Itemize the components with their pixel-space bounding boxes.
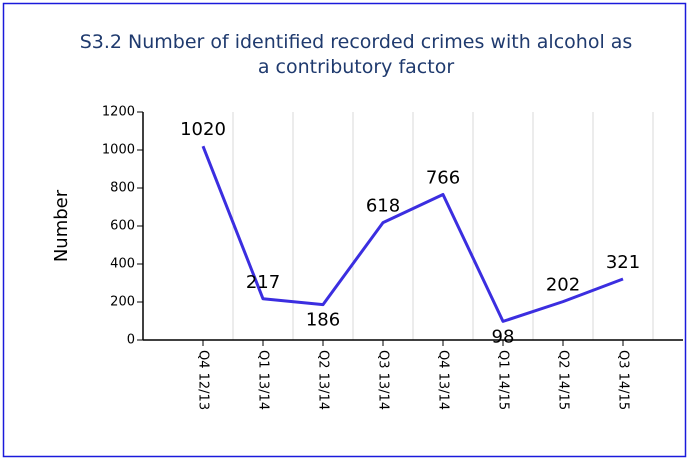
x-tick-label: Q2 14/15 — [556, 350, 571, 410]
data-label: 766 — [426, 167, 460, 188]
y-tick-label: 1200 — [102, 105, 135, 120]
data-label: 217 — [246, 272, 280, 293]
y-axis-label: Number — [51, 189, 72, 262]
y-tick-label: 400 — [110, 257, 135, 272]
y-tick-label: 600 — [110, 219, 135, 234]
x-tick-label: Q2 13/14 — [316, 350, 331, 410]
title-line: S3.2 Number of identified recorded crime… — [80, 31, 633, 53]
x-tick-label: Q3 14/15 — [616, 350, 631, 410]
x-tick-label: Q4 12/13 — [196, 350, 211, 410]
data-label: 202 — [546, 275, 580, 296]
x-tick-label: Q3 13/14 — [376, 350, 391, 410]
title-line: a contributory factor — [258, 56, 454, 78]
data-label: 186 — [306, 310, 340, 331]
data-label: 98 — [492, 326, 515, 347]
data-label: 321 — [606, 252, 640, 273]
x-tick-label: Q1 14/15 — [496, 350, 511, 410]
data-label: 1020 — [180, 119, 226, 140]
y-tick-label: 0 — [127, 333, 135, 348]
chart-title: a contributory factor — [258, 56, 454, 78]
line — [201, 145, 624, 323]
x-tick-label: Q1 13/14 — [256, 350, 271, 410]
y-tick-label: 200 — [110, 295, 135, 310]
chart-title: S3.2 Number of identified recorded crime… — [80, 31, 633, 53]
y-tick-label: 800 — [110, 181, 135, 196]
x-tick-label: Q4 13/14 — [436, 350, 451, 410]
y-tick-label: 1000 — [102, 143, 135, 158]
data-label: 618 — [366, 196, 400, 217]
